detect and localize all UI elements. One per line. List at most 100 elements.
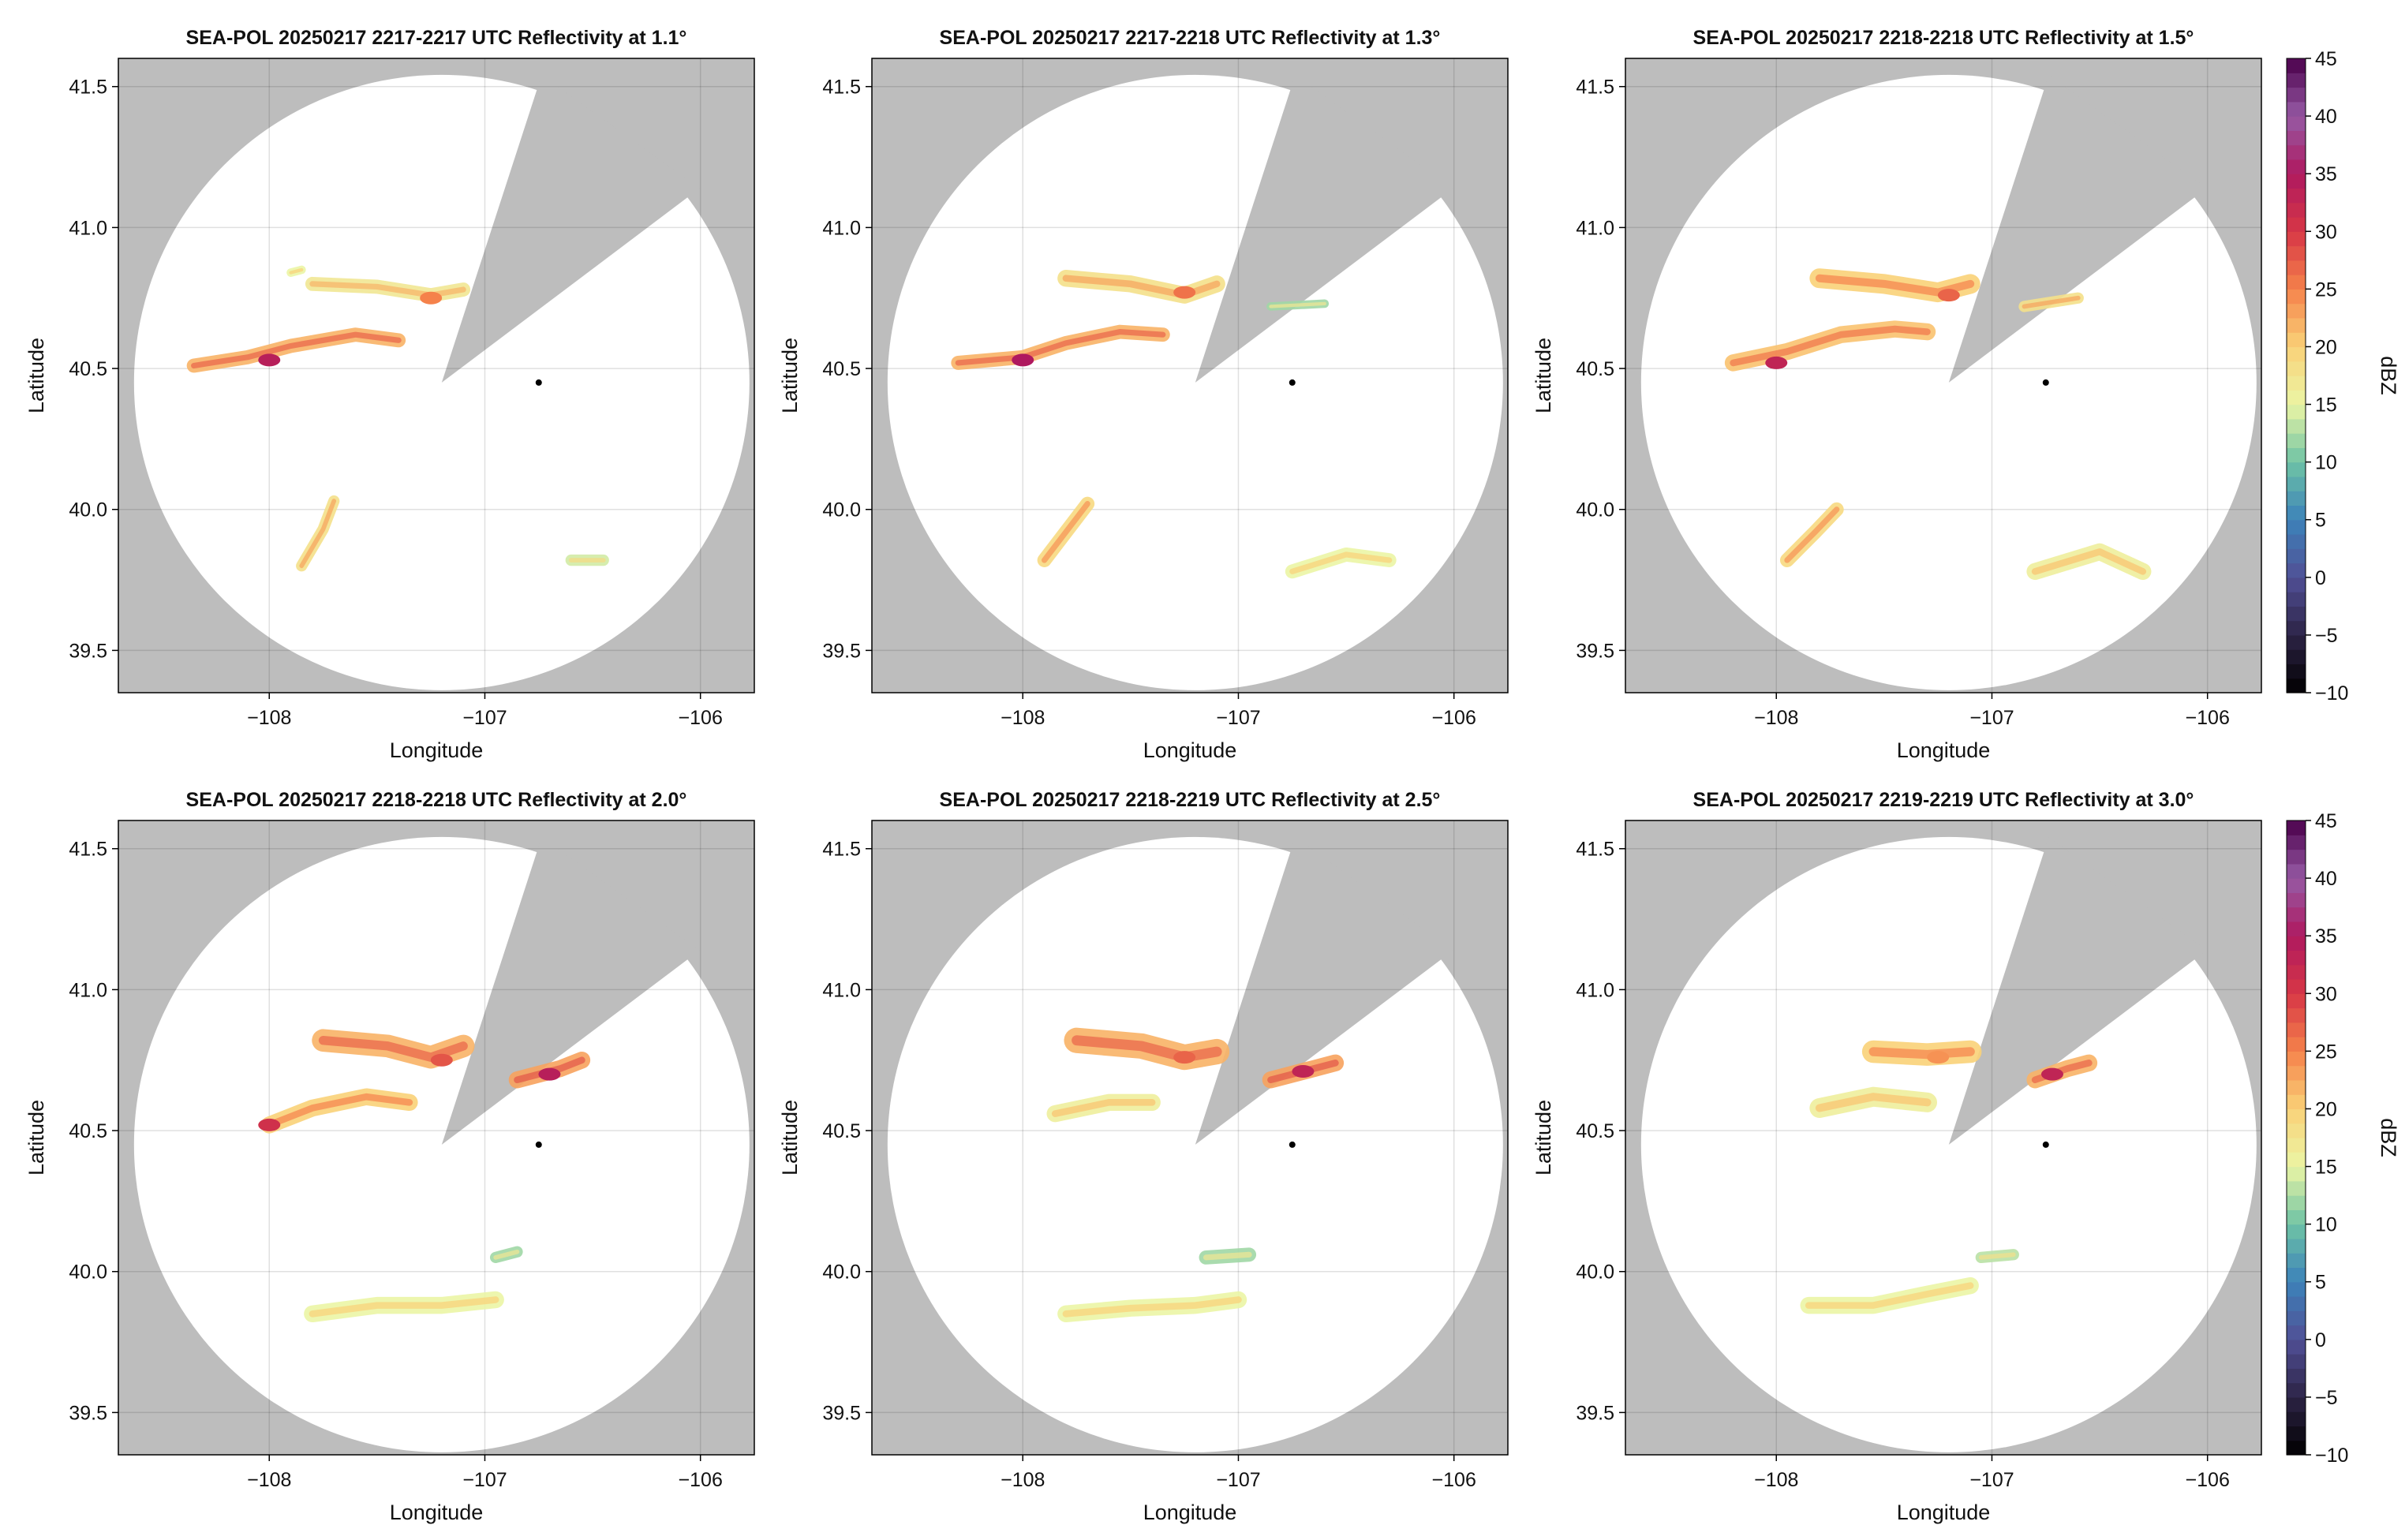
colorbar-segment: [2287, 390, 2306, 406]
blocked-sector: [441, 75, 700, 383]
radar-panel-4: −108 −107 −106 39.5 40.0 40.5 41.0 41.5 SEA-POL …: [24, 789, 755, 1524]
colorbar-segment: [2287, 1007, 2306, 1023]
y-tick-label: 39.5: [1576, 640, 1614, 662]
echo-core: [1978, 1252, 2016, 1260]
x-tick-label: −107: [462, 1469, 507, 1491]
x-tick-label: −107: [1969, 707, 2014, 729]
colorbar-segment: [2287, 1152, 2306, 1168]
echo-core: [1062, 275, 1221, 299]
colorbar-segment: [2287, 1051, 2306, 1067]
panel-title: SEA-POL 20250217 2219-2219 UTC Reflectiv…: [1693, 789, 2194, 811]
colorbar-tick-label: 30: [2315, 221, 2337, 243]
colorbar-segment: [2287, 519, 2306, 535]
colorbar-segment: [2287, 87, 2306, 103]
radar-panel-6: −108 −107 −106 39.5 40.0 40.5 41.0 41.5 SEA-POL …: [1532, 789, 2262, 1524]
colorbar-segment: [2287, 418, 2306, 434]
x-tick-label: −107: [1969, 1469, 2014, 1491]
x-tick-label: −108: [1001, 707, 1045, 729]
colorbar-tick-label: 5: [2315, 1272, 2326, 1294]
echo-core: [1868, 1047, 1975, 1060]
colorbar-segment: [2287, 1166, 2306, 1182]
y-tick-label: 40.0: [1576, 499, 1614, 521]
colorbar-segment: [2287, 159, 2306, 174]
x-axis-label: Longitude: [1143, 738, 1237, 762]
y-tick-label: 41.5: [822, 77, 861, 99]
echo-core: [191, 331, 402, 369]
colorbar-tick-label: 35: [2315, 925, 2337, 948]
colorbar-segment: [2287, 1238, 2306, 1254]
colorbar-segment: [2287, 1065, 2306, 1081]
colorbar-segment: [2287, 863, 2306, 879]
colorbar-tick-label: 10: [2315, 1214, 2337, 1236]
colorbar-segment: [2287, 663, 2306, 679]
radar-site-marker: [2042, 1141, 2049, 1148]
colorbar-label: dBZ: [2377, 356, 2400, 395]
colorbar-segment: [2287, 548, 2306, 564]
colorbar-segment: [2287, 332, 2306, 348]
x-tick-label: −108: [1754, 1469, 1798, 1491]
colorbar-tick-label: 25: [2315, 278, 2337, 301]
echo-core: [1072, 1035, 1222, 1063]
x-tick-label: −108: [1001, 1469, 1045, 1491]
plot-frame: [871, 820, 1509, 1456]
echo-peak: [1765, 356, 1788, 369]
colorbar-segment: [2287, 1368, 2306, 1384]
colorbar-tick-label: −5: [2315, 625, 2338, 647]
echo-peak: [1292, 1065, 1315, 1078]
y-tick-label: 39.5: [69, 1402, 107, 1424]
x-tick-label: −107: [1216, 1469, 1260, 1491]
y-axis-label: Latitude: [1532, 338, 1555, 413]
echo-core: [1289, 551, 1393, 574]
colorbar-segment: [2287, 116, 2306, 131]
plot-frame: [118, 820, 755, 1456]
colorbar-tick-label: 10: [2315, 452, 2337, 474]
colorbar-segment: [2287, 1354, 2306, 1369]
echo-core: [1062, 1296, 1242, 1318]
colorbar-segment: [2287, 892, 2306, 908]
colorbar-segment: [2287, 1094, 2306, 1110]
echo-core: [1784, 506, 1840, 563]
y-tick-label: 40.0: [822, 1262, 861, 1284]
colorbar-segment: [2287, 1108, 2306, 1124]
colorbar-segment: [2287, 476, 2306, 492]
colorbar-tick-label: 45: [2315, 48, 2337, 70]
y-tick-label: 40.5: [1576, 1120, 1614, 1142]
echo-core: [1805, 1282, 1974, 1309]
colorbar-segment: [2287, 1325, 2306, 1340]
echo-peak: [258, 1118, 281, 1131]
radar-site-marker: [535, 379, 542, 386]
x-tick-label: −108: [247, 1469, 291, 1491]
y-tick-label: 39.5: [822, 1402, 861, 1424]
colorbar-segment: [2287, 1267, 2306, 1283]
colorbar-tick-label: 0: [2315, 567, 2326, 589]
colorbar-segment: [2287, 849, 2306, 865]
echo-peak: [258, 353, 281, 367]
echo-peak: [1173, 286, 1196, 299]
colorbar-segment: [2287, 1339, 2306, 1355]
echo-peak: [1927, 1051, 1950, 1064]
colorbar-segment: [2287, 678, 2306, 693]
colorbar-segment: [2287, 534, 2306, 549]
colorbar-segment: [2287, 1037, 2306, 1052]
x-axis-label: Longitude: [1143, 1501, 1237, 1524]
y-tick-label: 41.0: [822, 979, 861, 1001]
panel-title: SEA-POL 20250217 2217-2217 UTC Reflectiv…: [186, 27, 687, 49]
blocked-sector: [1195, 75, 1453, 383]
colorbar-segment: [2287, 275, 2306, 290]
x-tick-label: −106: [1432, 707, 1476, 729]
colorbar-segment: [2287, 130, 2306, 146]
echo-peak: [430, 1053, 453, 1067]
y-axis-label: Latitude: [1532, 1100, 1555, 1176]
plot-frame: [1625, 820, 2262, 1456]
x-tick-label: −106: [679, 1469, 723, 1491]
x-tick-label: −106: [2186, 1469, 2230, 1491]
colorbar-segment: [2287, 1138, 2306, 1153]
colorbar-segment: [2287, 606, 2306, 622]
x-tick-label: −107: [462, 707, 507, 729]
colorbar-segment: [2287, 1296, 2306, 1311]
colorbar-segment: [2287, 835, 2306, 850]
y-tick-label: 39.5: [1576, 1402, 1614, 1424]
blocked-sector: [1948, 837, 2207, 1145]
colorbar-segment: [2287, 577, 2306, 592]
